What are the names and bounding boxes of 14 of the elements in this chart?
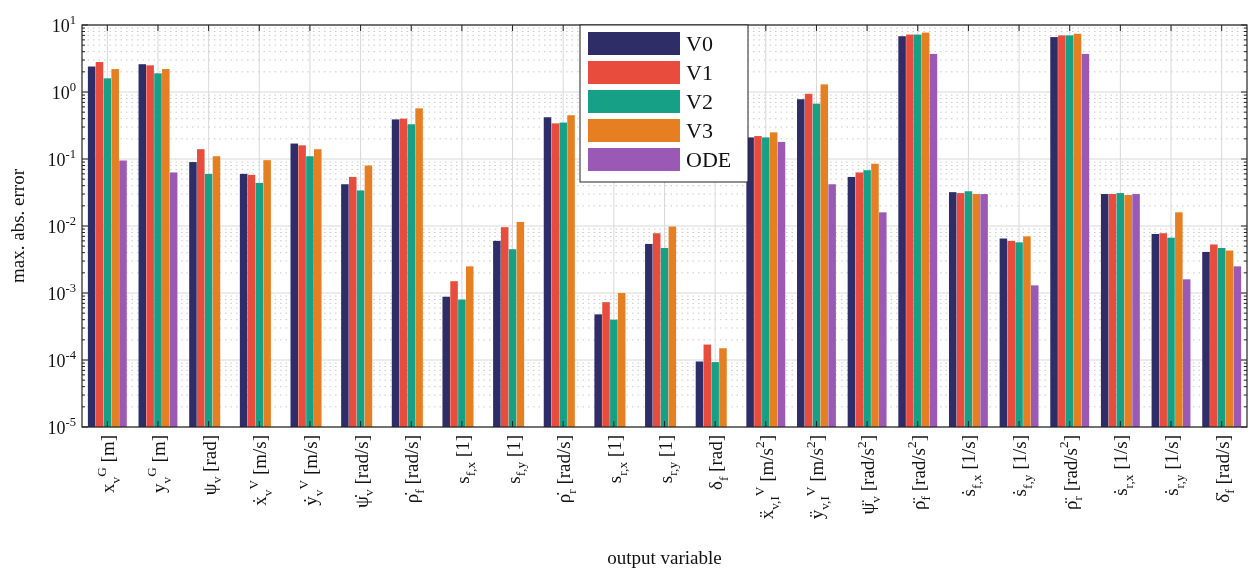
legend-label: V3 bbox=[686, 118, 713, 143]
legend-label: V1 bbox=[686, 60, 713, 85]
y-tick-label: 10$^{0}$ bbox=[51, 79, 76, 103]
y-axis-title: max. abs. error bbox=[7, 168, 28, 283]
legend-label: ODE bbox=[686, 147, 732, 172]
x-axis-title: output variable bbox=[607, 547, 722, 568]
legend-label: V0 bbox=[686, 31, 713, 56]
y-tick-label: 10$^{-2}$ bbox=[47, 213, 76, 237]
legend-label: V2 bbox=[686, 89, 713, 114]
y-tick-label: 10$^{-5}$ bbox=[47, 414, 76, 438]
y-tick-label: 10$^{-3}$ bbox=[47, 280, 76, 304]
y-tick-label: 10$^{-1}$ bbox=[47, 146, 76, 170]
y-tick-label: 10$^{-4}$ bbox=[47, 347, 77, 371]
y-tick-label: 10$^{1}$ bbox=[51, 12, 76, 36]
